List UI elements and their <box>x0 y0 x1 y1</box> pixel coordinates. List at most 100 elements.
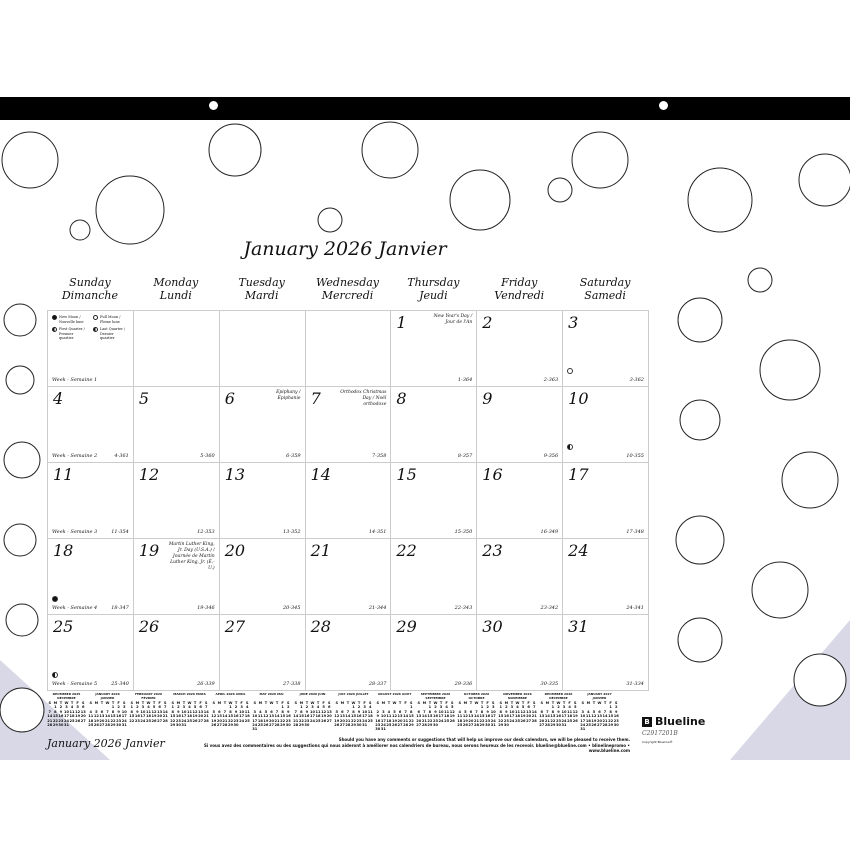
mini-day: 6 <box>270 709 273 714</box>
mini-weekday: S <box>532 700 536 705</box>
mini-day: 11 <box>444 709 450 714</box>
mini-calendar: JULY 2026 JUILLET S M T W T F S 1 2 3 4 5 6 7 8 9 10 11 12 1… <box>334 693 373 732</box>
day-number: 8 <box>396 389 407 408</box>
mini-day: 31 <box>580 727 586 732</box>
mini-day: 18 <box>514 714 520 719</box>
footer-note-en: Should you have any comments or suggesti… <box>338 737 630 742</box>
mini-weekday: S <box>335 700 339 705</box>
mini-weekday: S <box>614 700 618 705</box>
day-cell: 2 2-363 <box>477 311 564 387</box>
floral-border-illustration <box>0 121 850 760</box>
mini-day: 10 <box>181 709 187 714</box>
mini-day: 13 <box>326 709 332 714</box>
day-cell: Week - Semaine 3 11 11-354 <box>48 463 134 539</box>
weekday-fr: Vendredi <box>494 289 545 302</box>
flower-drawing <box>208 123 262 177</box>
mini-weekday: T <box>357 700 361 705</box>
mini-weekday: W <box>187 700 192 705</box>
mini-day: 1 <box>229 705 232 710</box>
mini-day: 10 <box>438 709 444 714</box>
mini-day: 26 <box>321 718 327 723</box>
weekday-fr: Dimanche <box>61 289 119 302</box>
mini-day: 26 <box>391 723 397 728</box>
mini-day: 6 <box>158 705 161 710</box>
day-count: 28-337 <box>368 681 387 687</box>
mini-day: 12 <box>263 714 269 719</box>
day-number: 24 <box>568 541 589 560</box>
mini-day: 20 <box>268 718 274 723</box>
flower-drawing <box>0 687 45 733</box>
flower-drawing <box>317 207 343 233</box>
page-title: January 2026 Janvier <box>243 238 447 260</box>
mini-day: 17 <box>380 718 386 723</box>
mini-day: 13 <box>416 714 422 719</box>
mini-day: 29 <box>52 723 58 728</box>
day-number: 11 <box>53 465 74 484</box>
mini-day: 10 <box>580 714 586 719</box>
mini-day: 26 <box>192 718 198 723</box>
mini-day: 10 <box>509 709 515 714</box>
day-cell: 9 9-356 <box>477 387 564 463</box>
day-cell: 20 20-345 <box>219 539 306 615</box>
mini-day: 20 <box>216 718 222 723</box>
day-cell: Week - Semaine 4 18 18-347 <box>48 539 134 615</box>
mini-day: 4 <box>516 705 519 710</box>
mini-day: 16 <box>356 714 362 719</box>
mini-calendar: MARCH 2026 MARS S M T W T F S 1 2 3 4 5 6 7 8 9 10 11 12 13 1… <box>170 693 209 732</box>
day-number: 25 <box>53 617 74 636</box>
mini-day: 13 <box>80 709 86 714</box>
mini-day: 7 <box>275 709 279 714</box>
mini-day: 4 <box>70 705 74 710</box>
mini-day: 25 <box>145 718 151 723</box>
flower-drawing <box>759 339 821 401</box>
mini-day: 26 <box>75 718 81 723</box>
mini-day: 31 <box>63 723 69 728</box>
mini-weekday: T <box>59 700 63 705</box>
day-count: 25-340 <box>111 681 129 687</box>
mini-day: 8 <box>54 709 57 714</box>
mini-day: 27 <box>416 723 422 728</box>
day-number: 19 <box>138 541 160 560</box>
mini-day: 25 <box>514 718 520 723</box>
mini-weekday: F <box>404 700 407 705</box>
day-cell: 14 14-351 <box>305 463 392 539</box>
mini-day: 5 <box>464 709 467 714</box>
mini-weekday: F <box>158 700 161 705</box>
mini-month-label: APRIL 2026 AVRIL <box>215 693 246 696</box>
mini-weekday: T <box>70 700 74 705</box>
mini-day: 28 <box>274 723 280 728</box>
mini-weekday: F <box>117 700 120 705</box>
mini-day: 20 <box>526 714 532 719</box>
day-cell: 24 24-341 <box>563 539 649 615</box>
mini-day: 19 <box>334 718 340 723</box>
mini-weekday: F <box>322 700 325 705</box>
mini-weekday: W <box>146 700 151 705</box>
mini-day: 14 <box>203 709 209 714</box>
mini-day: 2 <box>434 705 437 710</box>
mini-day: 17 <box>438 714 444 719</box>
mini-day: 29 <box>227 723 233 728</box>
mini-day: 25 <box>88 723 94 728</box>
mini-day: 3 <box>182 705 186 710</box>
mini-day: 19 <box>520 714 526 719</box>
mini-weekday: M <box>53 700 58 705</box>
footer-notes: Should you have any comments or suggesti… <box>200 737 630 753</box>
mini-weekday: F <box>609 700 612 705</box>
moon-half-icon <box>52 672 58 678</box>
mini-day: 11 <box>315 709 321 714</box>
mini-weekday: M <box>463 700 468 705</box>
mini-day: 11 <box>145 709 151 714</box>
mini-day: 15 <box>550 714 556 719</box>
mini-day: 21 <box>531 714 537 719</box>
mini-day: 8 <box>281 709 284 714</box>
mini-day: 4 <box>188 705 191 710</box>
mini-day: 30 <box>503 723 509 728</box>
mini-weekday: T <box>305 700 309 705</box>
mini-day: 25 <box>457 723 463 728</box>
mini-weekday: M <box>94 700 99 705</box>
mini-calendar: DECEMBER 2025 DÉCEMBRE S M T W T F S 1 2 3 4 5 6 7 8 9 10… <box>47 693 86 732</box>
mini-day: 8 <box>111 709 115 714</box>
mini-day: 12 <box>449 709 455 714</box>
mini-day: 29 <box>298 723 304 728</box>
mini-day: 14 <box>222 714 228 719</box>
